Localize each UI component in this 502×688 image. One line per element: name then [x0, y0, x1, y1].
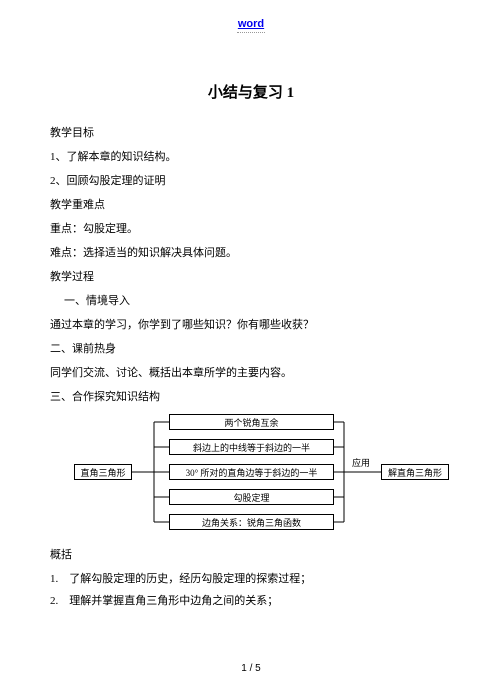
diagram-node: 两个锐角互余: [169, 414, 334, 430]
text-line: 2、回顾勾股定理的证明: [50, 170, 452, 192]
knowledge-diagram: 直角三角形 两个锐角互余 斜边上的中线等于斜边的一半 30° 所对的直角边等于斜…: [74, 414, 454, 534]
text-line: 通过本章的学习，你学到了哪些知识？你有哪些收获？: [50, 314, 452, 336]
text-line: 重点：勾股定理。: [50, 218, 452, 240]
text-line: 三、合作探究知识结构: [50, 386, 452, 408]
header-underline: [237, 32, 265, 33]
text-line: 同学们交流、讨论、概括出本章所学的主要内容。: [50, 362, 452, 384]
text-line: 教学重难点: [50, 194, 452, 216]
diagram-box-right: 解直角三角形: [381, 464, 449, 480]
text-line: 难点：选择适当的知识解决具体问题。: [50, 242, 452, 264]
text-line: 二、课前热身: [50, 338, 452, 360]
page-title: 小结与复习 1: [50, 81, 452, 102]
diagram-node: 边角关系：锐角三角函数: [169, 514, 334, 530]
text-line: 教学过程: [50, 266, 452, 288]
text-line: 1、了解本章的知识结构。: [50, 146, 452, 168]
diagram-box-left: 直角三角形: [74, 464, 132, 480]
diagram-node: 斜边上的中线等于斜边的一半: [169, 439, 334, 455]
text-line: 教学目标: [50, 122, 452, 144]
text-line: 概括: [50, 544, 452, 566]
header-link: word: [50, 18, 452, 30]
diagram-node: 勾股定理: [169, 489, 334, 505]
text-line: 一、情境导入: [50, 290, 452, 312]
word-link[interactable]: word: [238, 18, 264, 30]
list-item: 2. 理解并掌握直角三角形中边角之间的关系；: [50, 590, 452, 612]
diagram-mid-label: 应用: [352, 456, 370, 469]
diagram-node: 30° 所对的直角边等于斜边的一半: [169, 464, 334, 480]
page-number: 1 / 5: [0, 663, 502, 674]
list-item: 1. 了解勾股定理的历史，经历勾股定理的探索过程；: [50, 568, 452, 590]
